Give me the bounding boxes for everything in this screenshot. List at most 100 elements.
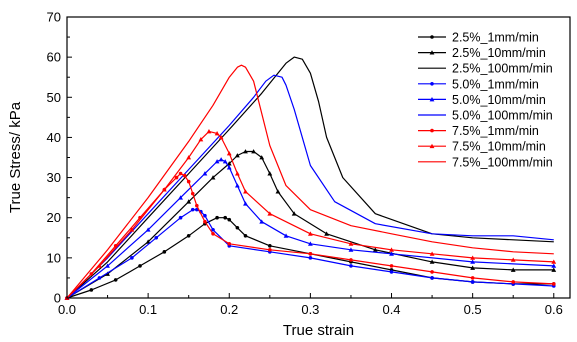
data-point — [105, 263, 110, 268]
series-line — [66, 158, 554, 299]
legend-marker — [430, 35, 434, 39]
data-point — [178, 195, 183, 200]
data-point — [186, 199, 192, 204]
data-point — [307, 231, 313, 236]
series-7 — [64, 129, 557, 300]
data-point — [145, 227, 151, 232]
data-point — [267, 171, 273, 176]
data-point — [283, 233, 289, 238]
data-point — [222, 159, 228, 164]
legend-label: 7.5%_10mm/min — [452, 140, 546, 154]
data-point — [268, 248, 272, 252]
series-1 — [64, 149, 557, 300]
legend-item: 2.5%_1mm/min — [418, 31, 539, 45]
data-point — [130, 256, 134, 260]
data-point — [470, 255, 476, 260]
data-point — [190, 191, 195, 196]
data-point — [389, 264, 394, 268]
series-8 — [66, 64, 554, 299]
data-point — [308, 252, 313, 256]
data-point — [113, 278, 118, 282]
legend-item: 2.5%_100mm/min — [418, 62, 553, 76]
data-point — [275, 189, 281, 194]
data-point — [190, 207, 195, 212]
data-point — [349, 264, 353, 268]
legend-label: 5.0%_100mm/min — [452, 109, 553, 123]
data-point — [218, 157, 224, 162]
y-tick-label: 60 — [47, 50, 61, 65]
data-point — [226, 161, 232, 166]
legend-marker — [429, 97, 435, 102]
data-point — [129, 227, 135, 232]
data-point — [243, 233, 248, 238]
legend-marker — [429, 50, 435, 55]
series-line — [66, 74, 554, 299]
y-tick-label: 50 — [47, 90, 61, 105]
data-point — [348, 247, 354, 252]
series-layer — [64, 56, 557, 300]
legend-label: 2.5%_100mm/min — [452, 62, 553, 76]
data-point — [214, 131, 220, 136]
series-line — [66, 64, 554, 299]
data-point — [349, 258, 353, 262]
data-point — [178, 171, 183, 176]
data-point — [307, 241, 313, 246]
data-point — [210, 175, 216, 180]
data-point — [161, 187, 167, 192]
data-point — [429, 259, 435, 264]
data-point — [105, 271, 110, 276]
x-tick-label: 0.0 — [58, 302, 76, 317]
data-point — [510, 267, 516, 272]
series-3 — [65, 207, 556, 300]
data-point — [215, 215, 219, 220]
data-point — [470, 276, 475, 280]
data-point — [89, 288, 94, 292]
data-point — [234, 183, 240, 188]
y-tick-label: 0 — [54, 291, 61, 306]
data-point — [234, 171, 240, 176]
y-axis-title: True Stress/ kPa — [7, 101, 24, 213]
legend-label: 5.0%_10mm/min — [452, 93, 546, 107]
data-point — [186, 179, 191, 184]
y-tick-label: 70 — [47, 10, 61, 25]
y-tick-label: 40 — [47, 130, 61, 145]
data-point — [182, 173, 187, 178]
data-point — [511, 280, 516, 284]
data-point — [324, 231, 330, 236]
data-point — [223, 215, 228, 220]
data-point — [234, 153, 240, 158]
legend-label: 5.0%_1mm/min — [452, 77, 539, 91]
legend-label: 7.5%_100mm/min — [452, 155, 553, 169]
data-point — [186, 233, 191, 238]
legend-marker — [430, 128, 434, 133]
data-point — [218, 135, 224, 140]
legend-item: 5.0%_1mm/min — [418, 77, 539, 91]
data-point — [259, 155, 265, 160]
data-point — [470, 265, 476, 270]
legend-label: 2.5%_10mm/min — [452, 46, 546, 60]
x-tick-label: 0.6 — [545, 302, 563, 317]
data-point — [214, 159, 220, 164]
data-point — [291, 211, 297, 216]
legend-item: 5.0%_100mm/min — [418, 109, 553, 123]
legend-item: 7.5%_1mm/min — [418, 124, 539, 138]
data-point — [202, 171, 208, 176]
data-point — [235, 225, 240, 230]
data-point — [243, 149, 248, 154]
data-point — [308, 256, 313, 260]
data-point — [429, 251, 435, 256]
y-axis: 0 10 20 30 40 50 60 70 — [47, 10, 72, 306]
x-tick-label: 0.5 — [464, 302, 482, 317]
data-point — [227, 217, 232, 222]
data-point — [227, 242, 232, 246]
data-point — [551, 267, 557, 272]
data-point — [551, 259, 557, 264]
series-5 — [66, 74, 554, 299]
data-point — [551, 263, 557, 268]
data-point — [551, 282, 556, 286]
series-line — [66, 173, 554, 299]
data-point — [389, 247, 394, 252]
data-point — [203, 213, 207, 218]
legend-item: 7.5%_10mm/min — [418, 140, 546, 154]
legend-marker — [430, 82, 434, 86]
